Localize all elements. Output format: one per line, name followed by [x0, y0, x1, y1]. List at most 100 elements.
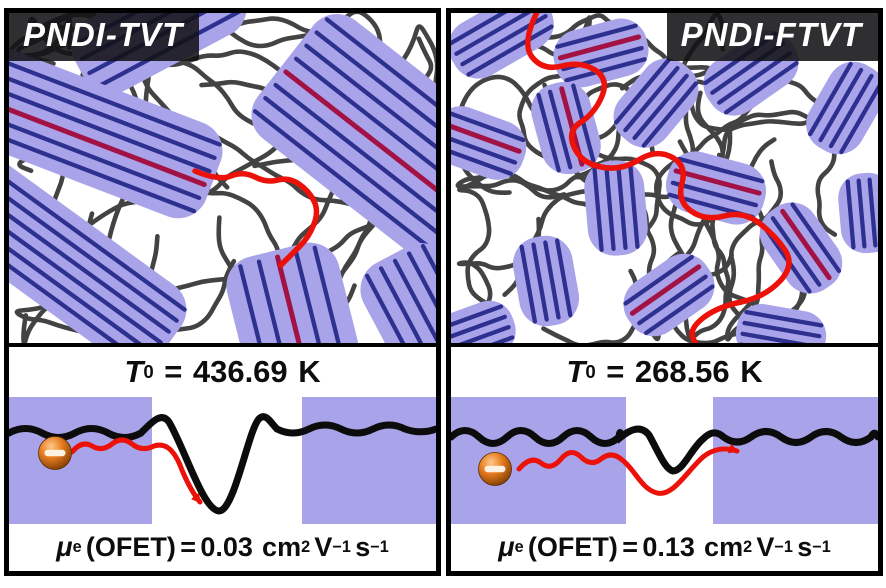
t0-unit: K — [740, 354, 763, 389]
lamellar-line — [466, 24, 554, 77]
lamellar-line — [543, 240, 561, 320]
lamellar-line — [555, 23, 638, 49]
crystalline-domain — [451, 106, 527, 180]
lamellar-line — [273, 82, 436, 233]
energy-landscape-ftvt — [451, 397, 878, 524]
lamellar-line — [454, 13, 542, 56]
lamellar-line — [770, 216, 822, 287]
lamellar-line — [304, 43, 436, 194]
lamellar-line — [293, 250, 332, 343]
energy-curve — [451, 425, 878, 475]
crystalline-domain — [584, 160, 648, 256]
lamellar-line — [9, 139, 187, 312]
lamellar-line — [451, 13, 536, 46]
tie-chain-in-domain — [557, 34, 642, 61]
crystalline-domain — [759, 202, 843, 294]
lamellar-line — [451, 304, 504, 335]
lamellar-line — [451, 143, 514, 176]
lamellar-line — [536, 92, 561, 173]
lamellar-line — [451, 335, 515, 343]
mu-equals: = — [180, 532, 196, 562]
mu-method: (OFET) — [85, 532, 176, 562]
lamellar-line — [547, 89, 573, 170]
mu-method: (OFET) — [527, 532, 618, 562]
lamellar-line — [670, 180, 759, 208]
crystalline-domain — [553, 18, 649, 88]
lamellar-line — [845, 179, 856, 250]
morphology-diagram-tvt: PNDI-TVT — [9, 13, 436, 343]
lamellar-line — [632, 73, 689, 141]
lamellar-line — [9, 172, 163, 343]
lamellar-line — [451, 110, 526, 143]
crystalline-domain — [512, 235, 580, 327]
panel-title-text: PNDI-FTVT — [680, 16, 862, 53]
crystalline-domain — [665, 151, 767, 225]
unit-cm-exp: 2 — [743, 538, 753, 556]
t0-equals: = — [164, 354, 183, 389]
tie-chain-in-domain — [673, 168, 762, 196]
lamellar-line — [744, 310, 824, 328]
t0-equals: = — [606, 354, 625, 389]
crystalline-block — [302, 397, 436, 524]
lamellar-line — [420, 243, 436, 343]
lamellar-line — [677, 156, 765, 184]
lamellar-line — [406, 251, 436, 343]
unit-v: V — [756, 532, 775, 562]
unit-s: s — [355, 532, 371, 562]
morphology-svg-tvt — [9, 13, 436, 343]
t0-symbol: T — [124, 354, 144, 389]
tie-chain-in-domain — [451, 121, 522, 154]
lamellar-line — [9, 59, 212, 174]
minus-sign — [44, 449, 66, 457]
lamellar-line — [641, 81, 698, 148]
lamellar-line — [263, 96, 436, 246]
unit-v-exp: −1 — [332, 538, 351, 556]
lamellar-line — [312, 245, 350, 343]
lamellar-line — [392, 258, 436, 343]
mu-symbol: μ — [56, 532, 73, 562]
unit-s: s — [797, 532, 813, 562]
unit-cm: cm — [704, 532, 744, 562]
crystalline-block — [713, 397, 878, 524]
lamellar-line — [256, 259, 295, 343]
lamellar-line — [839, 79, 878, 155]
lamellar-line — [856, 178, 867, 249]
crystalline-domain — [838, 172, 878, 254]
mu-symbol: μ — [498, 532, 515, 562]
lamellar-line — [519, 244, 538, 324]
tie-chain-in-domain — [9, 72, 207, 187]
lamellar-line — [314, 30, 436, 180]
lamellar-line — [564, 57, 647, 83]
tie-chain-in-domain — [275, 254, 313, 343]
t0-subscript: 0 — [143, 361, 154, 382]
lamellar-line — [9, 86, 202, 200]
unit-v-exp: −1 — [774, 538, 793, 556]
energy-curve — [9, 413, 436, 515]
lamellar-line — [252, 109, 436, 259]
lamellar-line — [790, 202, 842, 274]
tie-chain-in-domain — [283, 69, 436, 220]
lamellar-line — [616, 164, 628, 250]
lamellar-line — [324, 17, 436, 167]
crystalline-domain — [451, 300, 516, 343]
lamellar-line — [604, 166, 616, 252]
lamellar-line — [623, 254, 695, 306]
hop-arrow-trapped — [69, 437, 203, 505]
lamellar-line — [451, 314, 507, 343]
lamellar-line — [9, 194, 147, 343]
unit-s-exp: −1 — [370, 538, 389, 556]
lamellar-line — [623, 65, 680, 133]
lamellar-line — [637, 274, 708, 326]
t0-value: 268.56 — [634, 354, 730, 389]
lamellar-line — [9, 161, 171, 334]
t0-symbol: T — [566, 354, 586, 389]
lamellar-line — [643, 284, 715, 336]
morphology-svg-ftvt — [451, 13, 878, 343]
mu-equals: = — [622, 532, 638, 562]
